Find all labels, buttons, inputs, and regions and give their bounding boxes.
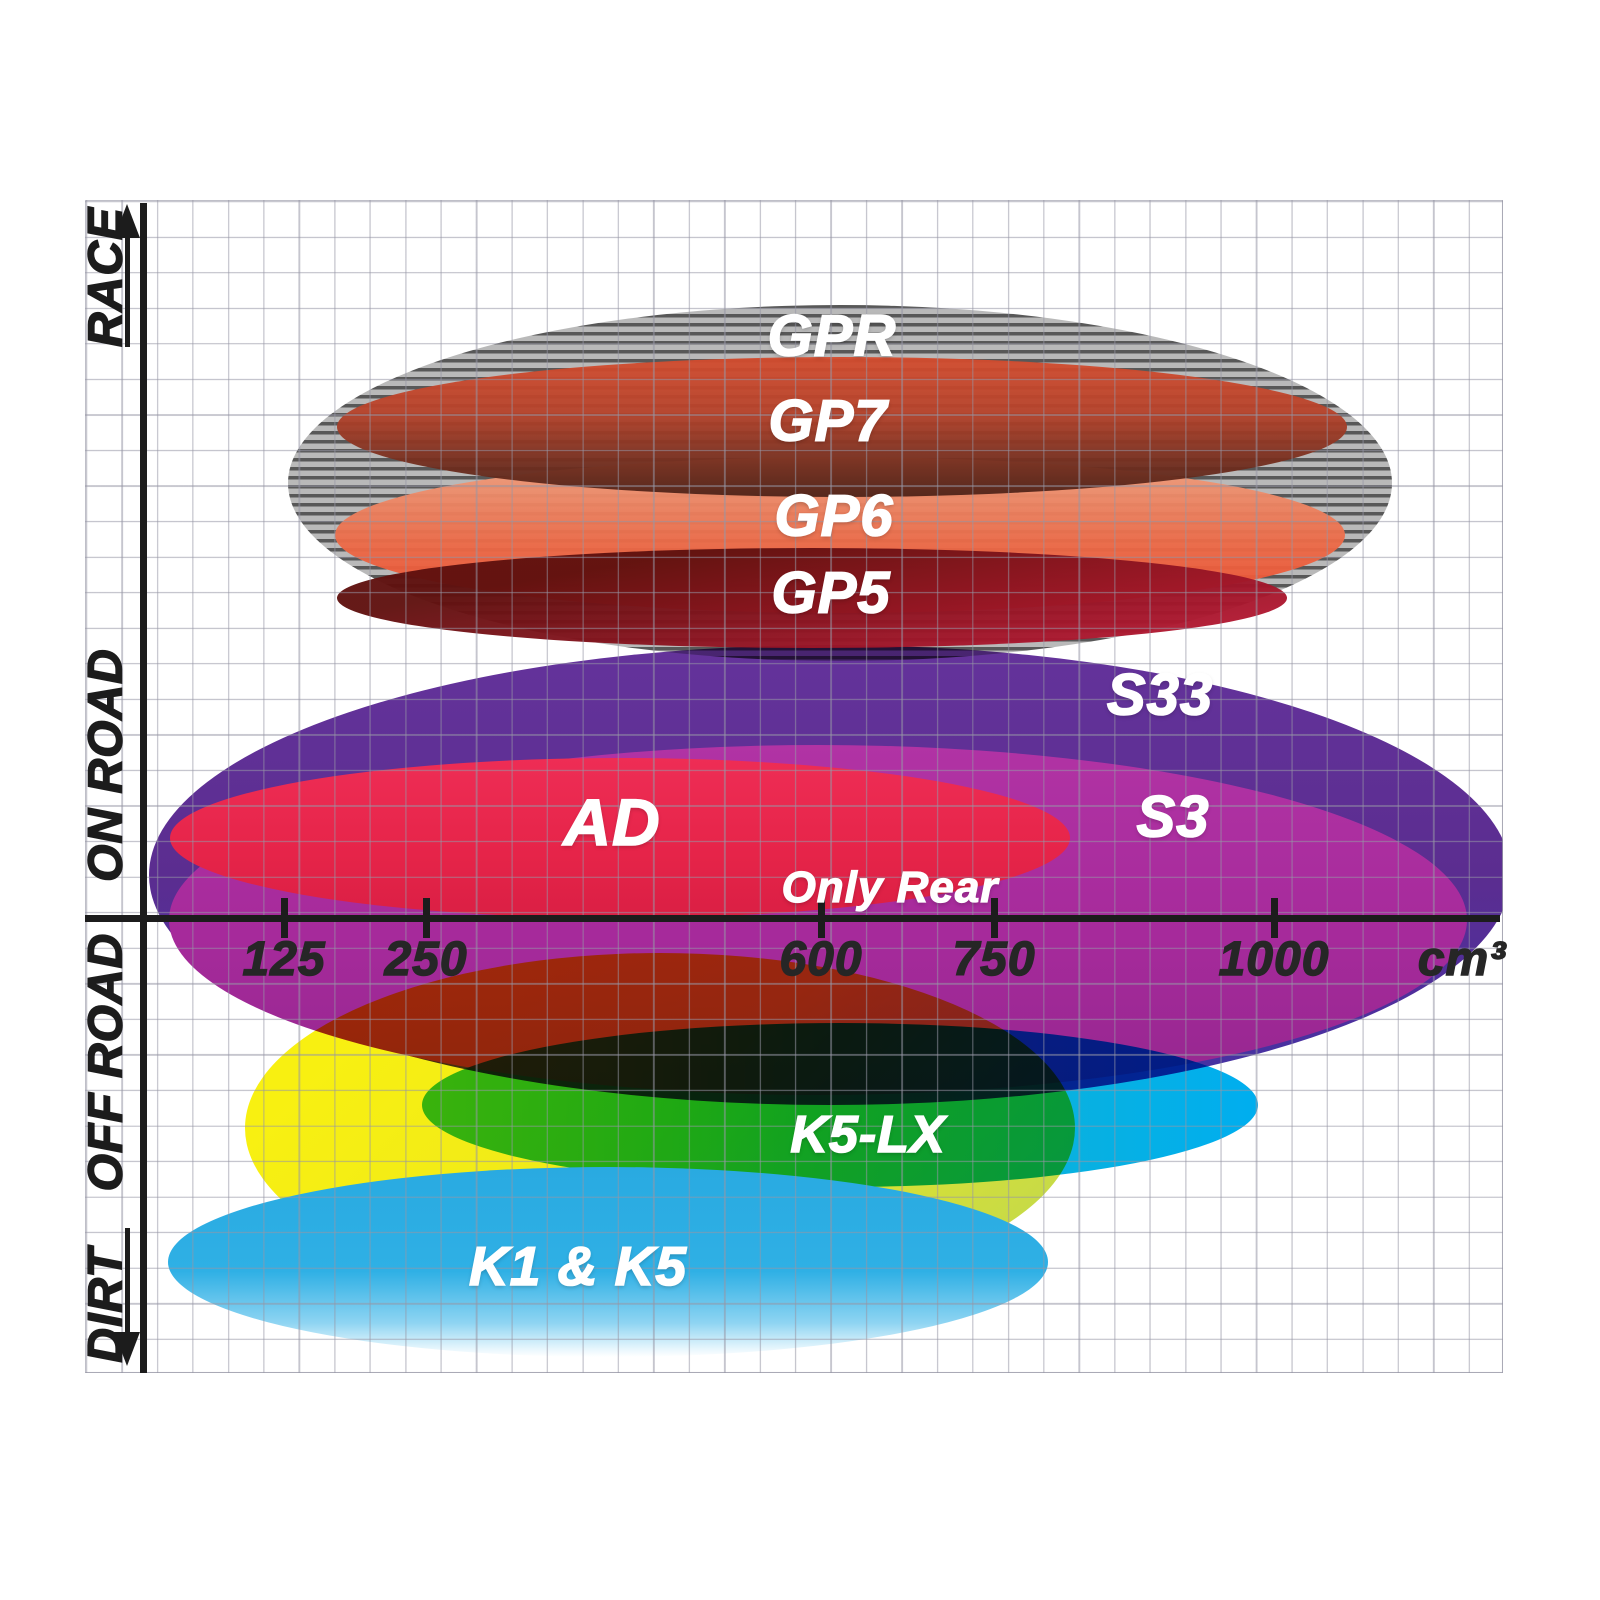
x-axis-line (85, 915, 1500, 922)
race-arrow-line (125, 234, 130, 347)
label-gp5: GP5 (771, 560, 891, 627)
dirt-arrow-line (125, 1228, 130, 1336)
x-tick-mark (818, 898, 825, 938)
label-gpr: GPR (767, 303, 897, 370)
x-axis-unit-label: cm³ (1417, 932, 1507, 986)
y-axis-line (140, 203, 147, 1373)
x-tick-label: 750 (952, 932, 1036, 986)
label-gp6: GP6 (774, 483, 894, 550)
label-k1-and-k5: K1 & K5 (468, 1234, 687, 1298)
arrow-down-icon (114, 1332, 140, 1366)
chart-plot-area (85, 200, 1503, 1373)
x-tick-mark (281, 898, 288, 938)
x-tick-label: 1000 (1218, 932, 1330, 986)
y-zone-label-off-road: OFF ROAD (79, 932, 134, 1192)
x-tick-label: 125 (242, 932, 326, 986)
x-tick-mark (423, 898, 430, 938)
grid-overlay (85, 200, 1503, 1373)
x-tick-mark (1271, 898, 1278, 938)
x-tick-label: 600 (779, 932, 863, 986)
x-tick-label: 250 (384, 932, 468, 986)
label-ad: AD (563, 784, 661, 860)
label-gp7: GP7 (768, 388, 888, 455)
arrow-up-icon (114, 204, 140, 238)
label-s33: S33 (1106, 662, 1214, 729)
label-only-rear: Only Rear (781, 862, 999, 912)
y-zone-label-on-road: ON ROAD (79, 647, 134, 882)
label-k5-lx: K5-LX (790, 1105, 946, 1165)
label-s3: S3 (1136, 784, 1210, 851)
x-tick-mark (991, 898, 998, 938)
